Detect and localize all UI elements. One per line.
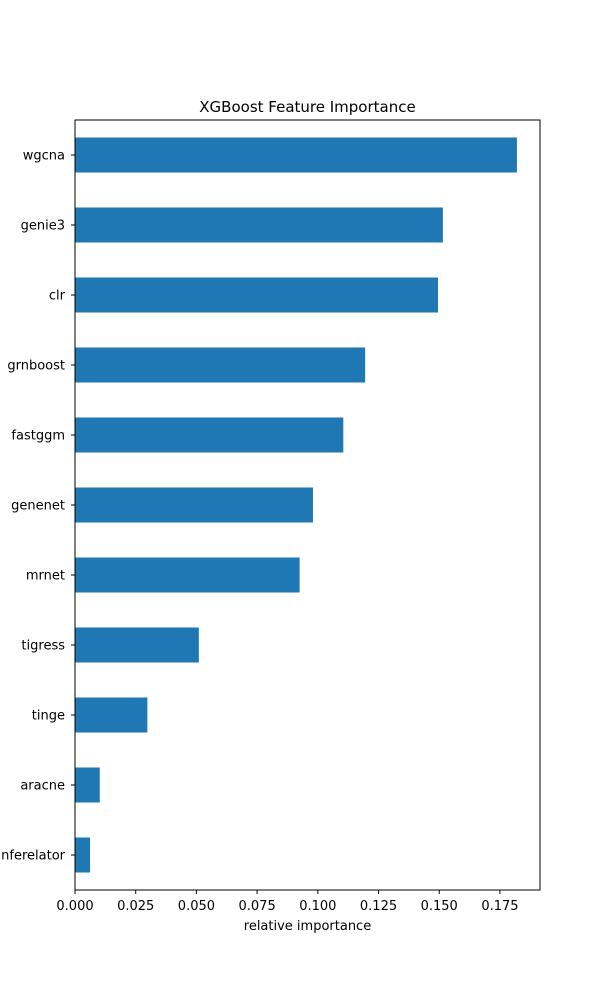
x-tick-label: 0.100 bbox=[299, 899, 336, 914]
bar-clr bbox=[75, 277, 439, 313]
y-tick-label: clr bbox=[49, 289, 66, 304]
x-tick-label: 0.175 bbox=[481, 899, 518, 914]
bar-tinge bbox=[75, 697, 148, 733]
chart-title: XGBoost Feature Importance bbox=[199, 98, 415, 116]
y-tick-label: aracne bbox=[20, 779, 65, 794]
y-tick-label: wgcna bbox=[23, 149, 65, 164]
x-tick-label: 0.150 bbox=[421, 899, 458, 914]
bars-layer bbox=[75, 137, 517, 873]
x-tick-label: 0.025 bbox=[117, 899, 154, 914]
y-tick-label: tigress bbox=[21, 639, 65, 654]
y-tick-label: genenet bbox=[11, 499, 65, 514]
x-tick-label: 0.125 bbox=[360, 899, 397, 914]
bar-inferelator bbox=[75, 837, 91, 873]
x-tick-label: 0.075 bbox=[239, 899, 276, 914]
x-tick-label: 0.050 bbox=[178, 899, 215, 914]
y-tick-label: fastggm bbox=[11, 429, 65, 444]
x-tick-label: 0.000 bbox=[56, 899, 93, 914]
y-tick-label: genie3 bbox=[21, 219, 65, 234]
plot-frame bbox=[74, 119, 541, 891]
x-axis-label: relative importance bbox=[244, 919, 371, 934]
bar-genenet bbox=[75, 487, 313, 523]
y-tick-label: inferelator bbox=[0, 849, 66, 864]
bar-aracne bbox=[75, 767, 100, 803]
y-tick-label: mrnet bbox=[26, 569, 65, 584]
bar-wgcna bbox=[75, 137, 517, 173]
x-axis: 0.000 0.025 0.050 0.075 0.100 0.125 0.150 0.175 bbox=[56, 890, 519, 914]
bar-tigress bbox=[75, 627, 199, 663]
y-tick-label: grnboost bbox=[7, 359, 65, 374]
bar-mrnet bbox=[75, 557, 300, 593]
bar-fastggm bbox=[75, 417, 344, 453]
bar-genie3 bbox=[75, 207, 443, 243]
bar-grnboost bbox=[75, 347, 366, 383]
y-tick-label: tinge bbox=[32, 709, 65, 724]
y-axis: wgcna genie3 clr grnboost fastggm genenet mrne… bbox=[0, 149, 75, 864]
